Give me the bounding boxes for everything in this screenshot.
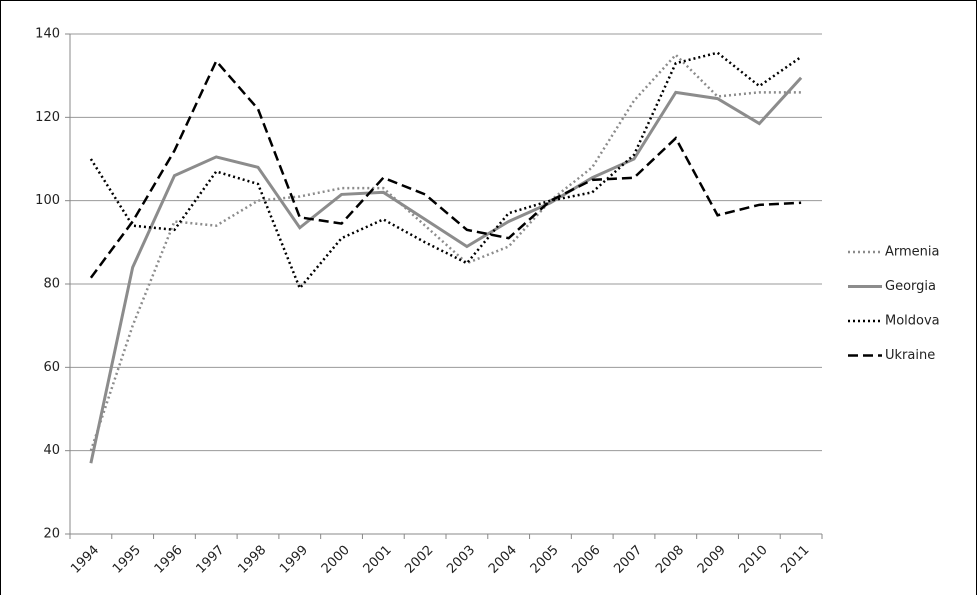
y-tick-label: 140 (35, 27, 60, 42)
x-tick-label: 2003 (444, 543, 478, 577)
series-line (89, 58, 802, 279)
x-tick-label: 1995 (110, 543, 144, 577)
x-tick-label: 1998 (235, 543, 269, 577)
series-line (89, 51, 802, 291)
series-line (89, 53, 802, 452)
x-tick-label: 2010 (737, 543, 771, 577)
x-tick-label: 1997 (194, 543, 228, 577)
x-tick-label: 1996 (152, 543, 186, 577)
series-line (89, 76, 803, 464)
legend-label: Moldova (885, 314, 940, 329)
x-tick-label: 2009 (695, 543, 729, 577)
x-tick-label: 2011 (778, 543, 812, 577)
x-tick-label: 1999 (277, 543, 311, 577)
legend-label: Ukraine (885, 348, 935, 363)
x-tick-label: 2006 (570, 543, 604, 577)
y-tick-label: 20 (43, 527, 60, 542)
y-tick-label: 120 (35, 110, 60, 125)
legend-label: Armenia (885, 245, 940, 260)
x-tick-label: 2005 (528, 543, 562, 577)
x-tick-label: 1994 (68, 543, 102, 577)
legend-label: Georgia (885, 279, 936, 294)
x-tick-label: 2004 (486, 543, 520, 577)
y-tick-label: 60 (43, 360, 60, 375)
x-tick-label: 2001 (361, 543, 395, 577)
x-tick-label: 2002 (402, 543, 436, 577)
y-tick-label: 40 (43, 443, 60, 458)
y-tick-label: 100 (35, 193, 60, 208)
x-tick-label: 2008 (653, 543, 687, 577)
y-tick-label: 80 (43, 277, 60, 292)
x-tick-label: 2000 (319, 543, 353, 577)
x-tick-label: 2007 (611, 543, 645, 577)
